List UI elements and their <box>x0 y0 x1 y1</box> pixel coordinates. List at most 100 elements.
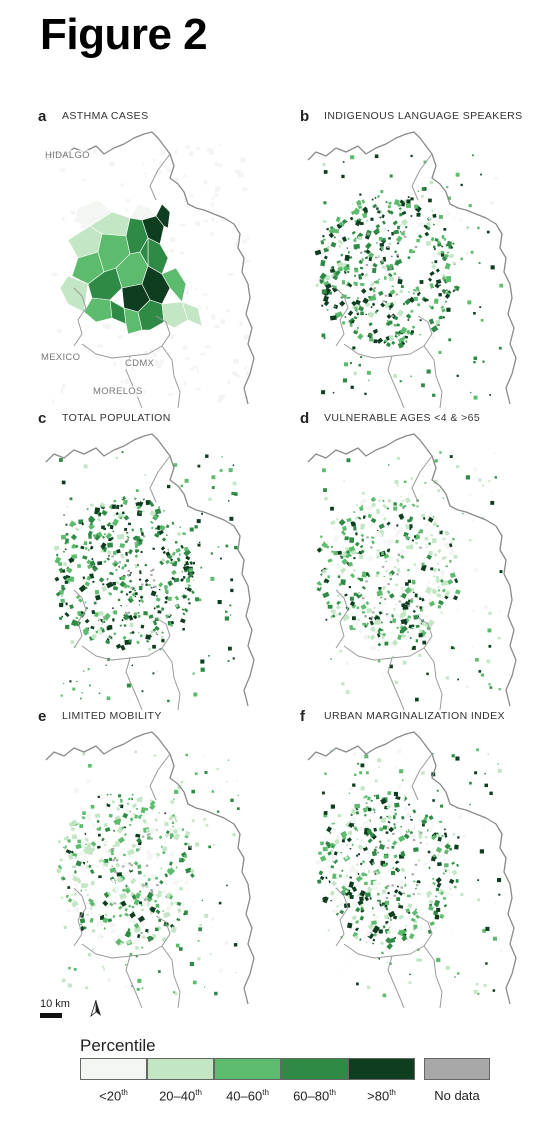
tract <box>353 286 358 289</box>
tract <box>395 480 399 484</box>
tract <box>387 538 394 545</box>
tract <box>324 836 328 840</box>
tract <box>409 249 413 253</box>
tract <box>457 972 459 974</box>
tract <box>139 901 142 904</box>
tract <box>76 594 81 599</box>
tract <box>126 532 128 534</box>
tract <box>444 904 448 908</box>
tract <box>135 946 138 949</box>
tract-no-data <box>411 598 414 600</box>
tract <box>143 874 146 877</box>
tract <box>388 205 391 208</box>
tract <box>422 187 426 191</box>
tract <box>101 838 105 842</box>
tract <box>356 855 358 857</box>
tract <box>117 886 119 888</box>
tract <box>205 771 208 774</box>
tract <box>423 517 425 520</box>
tract <box>67 506 68 507</box>
tract-no-data <box>413 839 416 841</box>
tract <box>391 256 392 257</box>
tract <box>349 848 351 850</box>
tract <box>365 242 372 249</box>
tract <box>322 468 326 472</box>
tract <box>97 561 102 565</box>
tract <box>137 958 138 959</box>
tract <box>193 673 195 675</box>
municipality <box>61 389 63 394</box>
tract <box>356 983 359 986</box>
tract <box>76 681 77 682</box>
tract <box>390 264 393 267</box>
tract <box>363 868 365 870</box>
tract <box>130 953 133 956</box>
tract <box>498 771 500 773</box>
tract <box>435 283 440 288</box>
tract <box>411 624 414 627</box>
tract <box>393 220 398 225</box>
tract <box>409 544 414 549</box>
tract <box>165 614 168 618</box>
tract <box>403 806 408 811</box>
tract <box>431 325 439 332</box>
tract <box>393 527 397 530</box>
tract <box>193 562 196 565</box>
tract <box>61 897 63 899</box>
tract <box>449 888 452 891</box>
tract <box>382 238 385 241</box>
tract <box>352 533 355 536</box>
tract <box>82 811 86 815</box>
tract <box>71 534 77 540</box>
tract <box>88 816 92 821</box>
tract <box>450 893 453 897</box>
tract <box>134 814 138 818</box>
tract <box>337 551 342 555</box>
tract-no-data <box>138 848 141 850</box>
tract <box>410 534 411 536</box>
tract <box>154 607 156 610</box>
tract <box>355 936 359 940</box>
tract <box>121 497 123 499</box>
tract <box>113 500 116 503</box>
tract <box>184 910 188 915</box>
tract <box>74 907 80 912</box>
tract <box>66 895 69 899</box>
tract <box>408 256 411 259</box>
tract <box>159 589 161 591</box>
tract <box>438 568 441 571</box>
tract <box>198 927 202 931</box>
tract <box>473 361 475 363</box>
tract <box>175 548 180 553</box>
tract <box>138 871 142 875</box>
tract <box>349 537 354 543</box>
tract <box>168 812 171 815</box>
tract <box>500 570 503 573</box>
legend-label-text: 20–40 <box>159 1088 195 1103</box>
tract <box>382 539 388 545</box>
tract <box>195 597 199 601</box>
municipality <box>244 335 250 340</box>
tract <box>106 582 113 589</box>
tract <box>361 505 363 507</box>
tract <box>364 814 367 817</box>
tract <box>369 257 372 261</box>
tract <box>398 905 403 909</box>
municipality <box>219 144 222 146</box>
tract <box>495 476 497 478</box>
tract <box>186 754 189 757</box>
tract <box>429 464 431 466</box>
tract <box>413 847 419 852</box>
tract <box>360 267 364 270</box>
tract <box>416 535 420 539</box>
tract <box>421 598 425 602</box>
municipality <box>215 162 218 167</box>
tract <box>212 790 215 793</box>
legend-label-suffix: th <box>195 1088 202 1097</box>
map-total-population <box>38 410 266 710</box>
tract <box>150 537 152 539</box>
tract <box>402 337 405 341</box>
tract <box>130 511 134 514</box>
tract <box>122 817 124 819</box>
tract <box>338 612 341 615</box>
